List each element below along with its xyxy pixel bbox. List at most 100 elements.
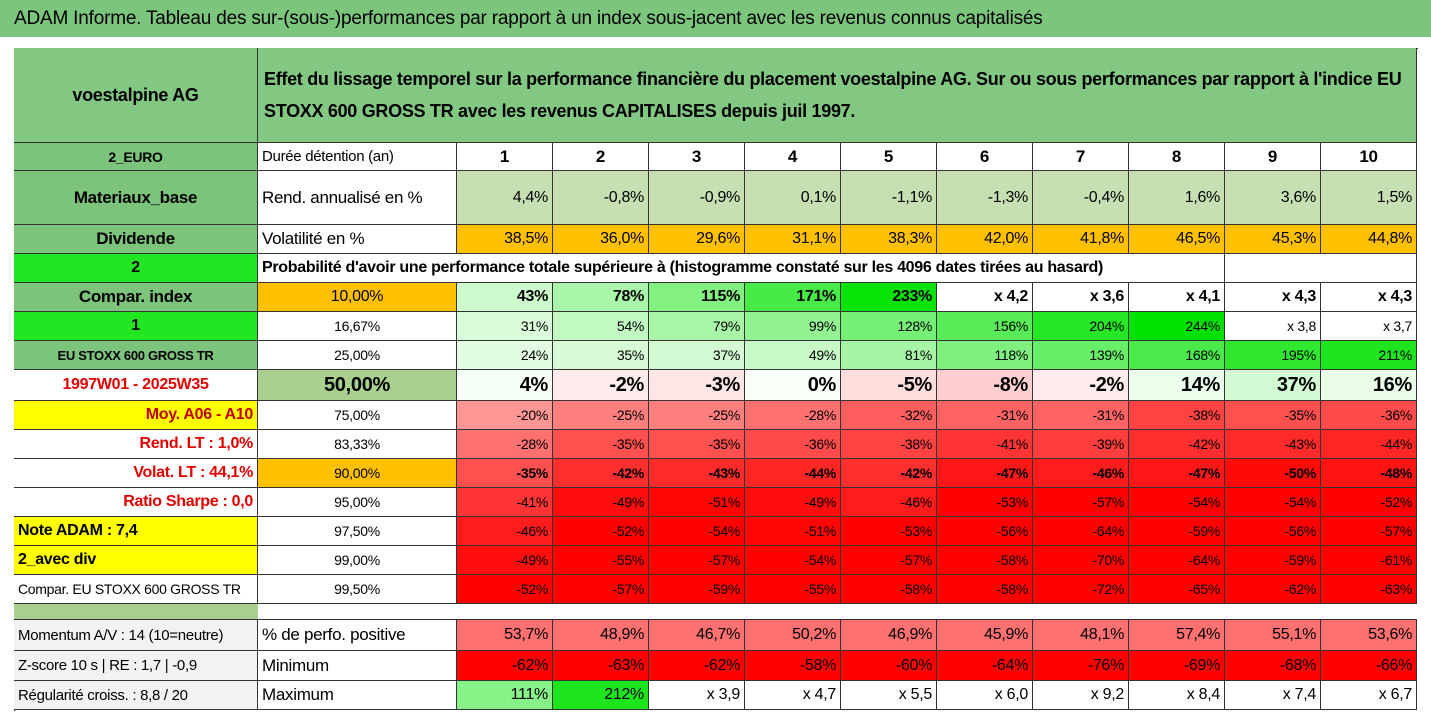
value-cell: 48,1% — [1033, 620, 1129, 651]
value-cell: 57,4% — [1129, 620, 1225, 651]
value-cell: -28% — [457, 430, 553, 459]
value-cell: 128% — [841, 312, 937, 341]
value-cell: -50% — [1225, 459, 1321, 488]
value-cell: 46,5% — [1129, 225, 1225, 254]
value-cell: 81% — [841, 341, 937, 370]
value-cell: -38% — [841, 430, 937, 459]
value-cell: -0,4% — [1033, 171, 1129, 225]
row-header: 99,50% — [258, 575, 457, 604]
value-cell: x 6,7 — [1321, 681, 1417, 710]
value-cell: 4% — [457, 370, 553, 401]
row-label: 2_EURO — [14, 143, 258, 171]
value-cell: -35% — [649, 430, 745, 459]
row-header: Maximum — [258, 681, 457, 710]
value-cell: 139% — [1033, 341, 1129, 370]
value-cell: 0% — [745, 370, 841, 401]
value-cell: -57% — [553, 575, 649, 604]
value-cell: -2% — [553, 370, 649, 401]
value-cell: -58% — [937, 575, 1033, 604]
value-cell: -43% — [649, 459, 745, 488]
value-cell: -62% — [1225, 575, 1321, 604]
value-cell: 38,3% — [841, 225, 937, 254]
value-cell: -52% — [1321, 488, 1417, 517]
value-cell: -44% — [1321, 430, 1417, 459]
value-cell: -42% — [553, 459, 649, 488]
value-cell: -64% — [1129, 546, 1225, 575]
value-cell: -62% — [457, 651, 553, 681]
row-header: Volatilité en % — [258, 225, 457, 254]
value-cell: 53,7% — [457, 620, 553, 651]
value-cell: -3% — [649, 370, 745, 401]
value-cell: 171% — [745, 283, 841, 312]
value-cell: 24% — [457, 341, 553, 370]
value-cell: 42,0% — [937, 225, 1033, 254]
value-cell: -70% — [1033, 546, 1129, 575]
value-cell: -47% — [1129, 459, 1225, 488]
value-cell: 54% — [553, 312, 649, 341]
value-cell: -36% — [1321, 401, 1417, 430]
value-cell: -56% — [1225, 517, 1321, 546]
value-cell: -46% — [841, 488, 937, 517]
row-header: Durée détention (an) — [258, 143, 457, 171]
value-cell: 37% — [1225, 370, 1321, 401]
row-label: Rend. LT : 1,0% — [14, 430, 258, 459]
value-cell: -47% — [937, 459, 1033, 488]
value-cell: -44% — [745, 459, 841, 488]
value-cell: -54% — [1129, 488, 1225, 517]
value-cell: x 3,7 — [1321, 312, 1417, 341]
value-cell: x 5,5 — [841, 681, 937, 710]
row-header: Minimum — [258, 651, 457, 681]
value-cell: 2 — [553, 143, 649, 171]
value-cell: x 3,8 — [1225, 312, 1321, 341]
row-label: Materiaux_base — [14, 171, 258, 225]
company-cell: voestalpine AG — [14, 48, 258, 143]
value-cell: -58% — [745, 651, 841, 681]
row-label: Momentum A/V : 14 (10=neutre) — [14, 620, 258, 651]
value-cell: x 6,0 — [937, 681, 1033, 710]
value-cell: 195% — [1225, 341, 1321, 370]
value-cell: 78% — [553, 283, 649, 312]
value-cell: 118% — [937, 341, 1033, 370]
value-cell: -55% — [745, 575, 841, 604]
value-cell: -58% — [841, 575, 937, 604]
row-header: 99,00% — [258, 546, 457, 575]
value-cell: -54% — [745, 546, 841, 575]
value-cell: -69% — [1129, 651, 1225, 681]
row-header: 95,00% — [258, 488, 457, 517]
value-cell: -42% — [841, 459, 937, 488]
value-cell: 79% — [649, 312, 745, 341]
row-label: Z-score 10 s | RE : 1,7 | -0,9 — [14, 651, 258, 681]
value-cell: -41% — [457, 488, 553, 517]
value-cell: -56% — [937, 517, 1033, 546]
value-cell: 38,5% — [457, 225, 553, 254]
value-cell: 43% — [457, 283, 553, 312]
value-cell: 244% — [1129, 312, 1225, 341]
value-cell: -54% — [1225, 488, 1321, 517]
value-cell: -43% — [1225, 430, 1321, 459]
value-cell: -8% — [937, 370, 1033, 401]
row-label: Compar. index — [14, 283, 258, 312]
value-cell: 35% — [553, 341, 649, 370]
empty-cell — [1225, 254, 1417, 283]
value-cell: -31% — [937, 401, 1033, 430]
value-cell: -59% — [649, 575, 745, 604]
row-label: Dividende — [14, 225, 258, 254]
value-cell: -52% — [553, 517, 649, 546]
value-cell: -41% — [937, 430, 1033, 459]
value-cell: -54% — [649, 517, 745, 546]
value-cell: -28% — [745, 401, 841, 430]
value-cell: 3,6% — [1225, 171, 1321, 225]
value-cell: -63% — [1321, 575, 1417, 604]
value-cell: -63% — [553, 651, 649, 681]
value-cell: -57% — [841, 546, 937, 575]
value-cell: -58% — [937, 546, 1033, 575]
value-cell: -51% — [649, 488, 745, 517]
row-label: 2 — [14, 254, 258, 283]
value-cell: 3 — [649, 143, 745, 171]
value-cell: 233% — [841, 283, 937, 312]
row-header: Rend. annualisé en % — [258, 171, 457, 225]
row-header: 75,00% — [258, 401, 457, 430]
value-cell: 212% — [553, 681, 649, 710]
value-cell: 46,9% — [841, 620, 937, 651]
